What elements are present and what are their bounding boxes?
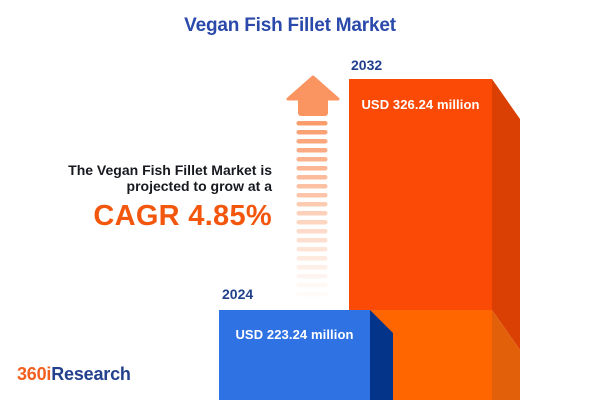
arrow-dash	[296, 211, 328, 216]
annotation-line2: projected to grow at a	[126, 177, 272, 194]
year-label-2032: 2032	[351, 57, 383, 73]
arrow-dash	[296, 292, 328, 297]
bar-2024-front-face	[219, 310, 370, 400]
logo-suffix: Research	[51, 364, 131, 384]
arrow-dash-stack	[296, 121, 328, 297]
arrow-dash	[296, 166, 328, 171]
arrow-dash	[296, 202, 328, 207]
arrow-dash	[296, 193, 328, 198]
arrow-head-stub	[298, 96, 328, 116]
arrow-dash	[296, 256, 328, 261]
arrow-dash	[296, 220, 328, 225]
bar-2032-side-growth-face	[492, 79, 520, 350]
arrow-dash	[296, 148, 328, 153]
arrow-dash	[296, 265, 328, 270]
bar-2032-front-growth-section	[349, 79, 492, 310]
logo-360iresearch: 360iResearch	[17, 364, 131, 385]
arrow-dash	[296, 175, 328, 180]
arrow-head-triangle	[286, 75, 340, 101]
chart-title: Vegan Fish Fillet Market	[184, 15, 396, 36]
bar-2032-side-base-face	[492, 310, 520, 400]
arrow-dash	[296, 274, 328, 279]
arrow-dash	[296, 238, 328, 243]
bar-2032-front-base-section	[349, 310, 492, 400]
arrow-dash	[296, 229, 328, 234]
cagr-text: CAGR 4.85%	[93, 200, 272, 232]
annotation-line1: The Vegan Fish Fillet Market is	[68, 162, 272, 178]
logo-prefix: 360i	[17, 364, 52, 384]
growth-arrow-icon	[286, 75, 340, 297]
arrow-dash	[296, 283, 328, 288]
arrow-dash	[296, 247, 328, 252]
arrow-dash	[296, 184, 328, 189]
arrow-dash	[296, 130, 328, 135]
arrow-dash	[296, 157, 328, 162]
year-label-2024: 2024	[222, 286, 254, 302]
annotation-block: The Vegan Fish Fillet Market is projecte…	[68, 162, 272, 232]
arrow-dash	[296, 121, 328, 126]
value-label-2032: USD 326.24 million	[361, 97, 480, 112]
value-label-2024: USD 223.24 million	[235, 327, 354, 342]
arrow-dash	[296, 139, 328, 144]
